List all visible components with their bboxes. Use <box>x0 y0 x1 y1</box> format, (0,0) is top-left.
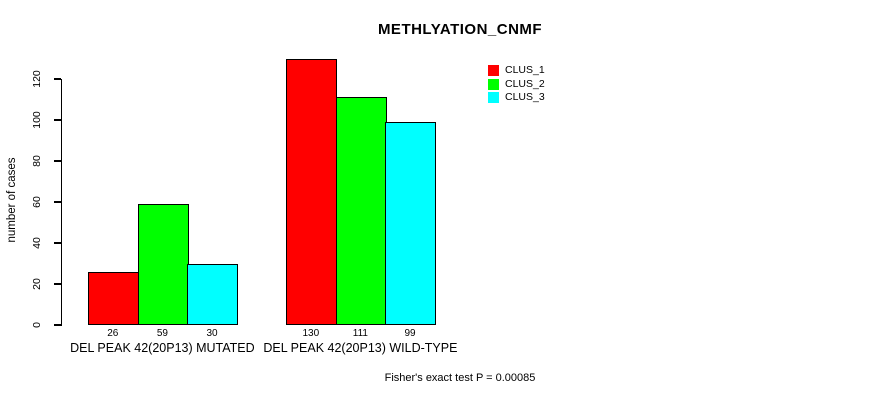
y-axis-tick-label: 60 <box>31 196 43 208</box>
y-axis-tick <box>53 324 61 326</box>
y-axis-tick-label: 80 <box>31 155 43 167</box>
y-axis-tick-label: 20 <box>31 278 43 290</box>
legend-entry-clus-2: CLUS_2 <box>488 77 545 91</box>
y-axis-tick-label: 40 <box>31 237 43 249</box>
x-category-label-1: DEL PEAK 42(20P13) MUTATED <box>70 341 255 355</box>
y-axis-tick <box>53 283 61 285</box>
bar-value-label: 30 <box>206 328 218 339</box>
y-axis-tick <box>53 78 61 80</box>
bar-clus_2-group2 <box>335 97 387 325</box>
y-axis-tick-label: 100 <box>31 111 43 129</box>
bar-value-label: 26 <box>107 328 119 339</box>
y-axis-tick <box>53 160 61 162</box>
legend-label-clus-1: CLUS_1 <box>505 64 545 77</box>
legend-swatch-clus-2 <box>488 78 499 90</box>
y-axis-tick <box>53 119 61 121</box>
y-axis-line <box>60 79 62 327</box>
legend-entry-clus-1: CLUS_1 <box>488 65 545 77</box>
x-category-label-2: DEL PEAK 42(20P13) WILD-TYPE <box>263 341 458 355</box>
bar-value-label: 130 <box>302 328 320 339</box>
y-axis-tick-label: 0 <box>31 322 43 328</box>
bar-clus_3-group2 <box>385 122 437 325</box>
bar-value-label: 111 <box>352 328 368 339</box>
legend-swatch-clus-3 <box>488 92 499 104</box>
y-axis-tick <box>53 242 61 244</box>
bar-value-label: 99 <box>404 328 416 339</box>
bar-clus_1-group2 <box>286 58 337 325</box>
legend: CLUS_1 CLUS_2 CLUS_3 <box>488 65 545 104</box>
y-axis-tick <box>53 201 61 203</box>
bar-value-label: 59 <box>156 328 168 339</box>
chart-title: METHLYATION_CNMF <box>377 21 543 38</box>
fisher-test-annotation: Fisher's exact test P = 0.00085 <box>384 372 536 384</box>
bar-clus_3-group1 <box>187 263 239 325</box>
legend-label-clus-3: CLUS_3 <box>505 91 545 104</box>
legend-entry-clus-3: CLUS_3 <box>488 92 545 104</box>
legend-label-clus-2: CLUS_2 <box>505 77 545 90</box>
bar-clus_2-group1 <box>137 204 189 325</box>
legend-swatch-clus-1 <box>488 65 499 77</box>
y-axis-tick-label: 120 <box>31 70 43 88</box>
bar-clus_1-group1 <box>88 271 139 325</box>
